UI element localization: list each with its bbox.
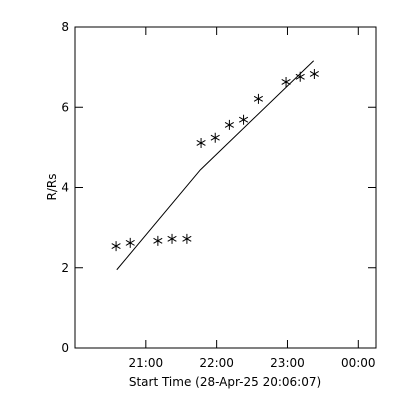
plot-frame: [74, 26, 377, 349]
y-tick-label: 0: [61, 341, 69, 355]
x-tick-label: 21:00: [129, 356, 164, 370]
data-point: [210, 132, 220, 143]
data-point: [309, 68, 319, 79]
data-point: [238, 114, 249, 125]
y-tick-label: 2: [61, 261, 69, 275]
data-point: [281, 76, 291, 87]
x-tick-label: 22:00: [199, 356, 234, 370]
y-tick-label: 4: [61, 181, 69, 195]
data-point: [125, 237, 135, 248]
data-point: [182, 233, 192, 244]
x-tick-label: 00:00: [341, 356, 376, 370]
y-axis-label: R/Rs: [45, 174, 59, 201]
x-axis-label: Start Time (28-Apr-25 20:06:07): [129, 375, 321, 389]
data-point: [167, 233, 177, 244]
y-tick-label: 6: [61, 100, 69, 114]
fit-line: [116, 60, 315, 271]
data-point: [224, 119, 234, 130]
data-point: [196, 137, 206, 148]
data-point: [253, 93, 264, 104]
x-tick-label: 23:00: [270, 356, 305, 370]
data-point: [153, 235, 163, 246]
data-point: [111, 241, 121, 252]
y-tick-label: 8: [61, 20, 69, 34]
